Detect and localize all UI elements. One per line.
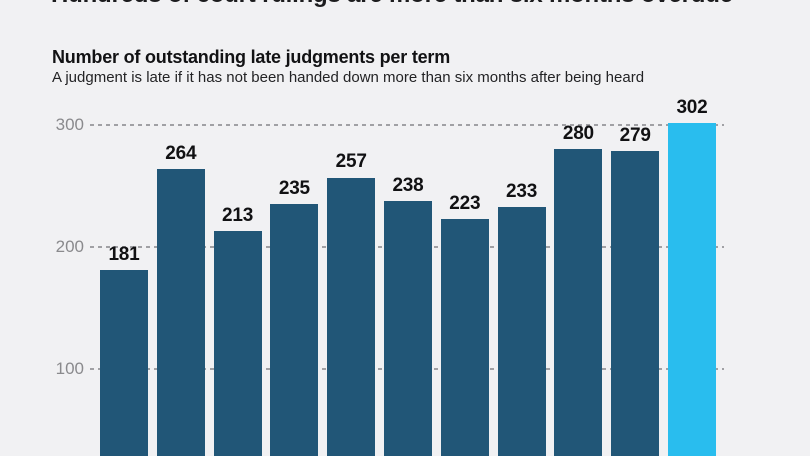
bar-value-label: 223: [449, 192, 481, 214]
bar: [611, 150, 660, 456]
bar: [554, 149, 603, 456]
bar-value-label: 264: [165, 142, 197, 164]
bar: [270, 204, 319, 456]
bar: [384, 200, 432, 456]
chart-subtitle: A judgment is late if it has not been ha…: [52, 69, 645, 86]
gridline-300: [90, 124, 724, 126]
headline: Hundreds of court rulings are more than …: [51, 0, 791, 10]
bar: [156, 168, 205, 456]
bar-value-label: 213: [222, 205, 254, 227]
y-axis-tick-label: 100: [55, 359, 84, 378]
bar-value-label: 302: [676, 96, 708, 118]
chart-title: Number of outstanding late judgments per…: [52, 47, 451, 67]
bar: [327, 177, 376, 456]
bar-highlighted: [668, 122, 716, 456]
bar-value-label: 235: [278, 178, 310, 200]
bar-value-label: 238: [392, 174, 424, 196]
bar-value-label: 257: [335, 151, 367, 173]
bar: [100, 270, 148, 456]
bar-value-label: 279: [619, 124, 651, 146]
chart-header: Number of outstanding late judgments per…: [52, 47, 644, 87]
bar: [497, 206, 546, 456]
bar-value-label: 181: [108, 244, 140, 266]
y-axis-tick-label: 200: [55, 237, 84, 256]
bar-value-label: 280: [562, 123, 594, 145]
y-axis-tick-label: 300: [55, 115, 84, 134]
bar: [213, 231, 262, 456]
bar-value-label: 233: [506, 180, 538, 202]
bar: [440, 218, 489, 456]
